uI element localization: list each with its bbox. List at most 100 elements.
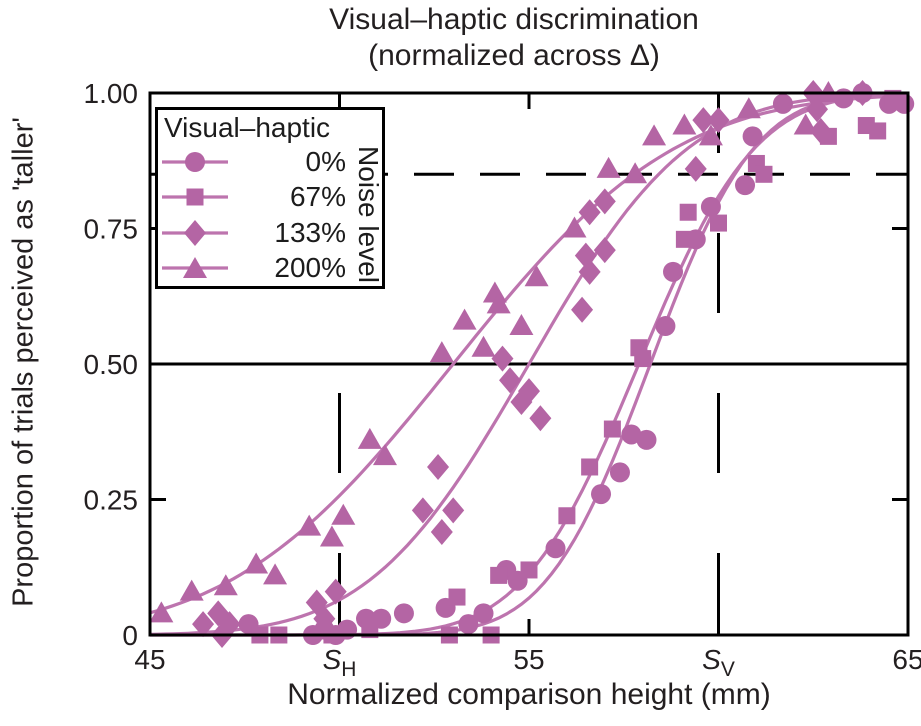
data-point-circle [742, 126, 763, 147]
square-marker-icon [162, 188, 228, 206]
data-point-diamond [809, 117, 832, 144]
legend-entry-0%: 0% [158, 144, 348, 180]
data-point-triangle [357, 427, 382, 449]
data-point-circle [393, 603, 414, 624]
data-point-triangle [793, 113, 818, 135]
data-point-diamond [593, 237, 616, 264]
data-point-diamond [707, 107, 730, 134]
data-point-triangle [623, 162, 648, 184]
data-point-circle [621, 424, 642, 445]
x-tick-label-65: 65 [892, 644, 921, 675]
legend-entry-200%: 200% [158, 251, 348, 287]
data-point-diamond [324, 578, 347, 605]
data-point-circle [545, 538, 566, 559]
data-point-square [710, 214, 727, 232]
data-point-triangle [372, 444, 397, 466]
data-point-triangle [698, 124, 723, 146]
data-point-square [520, 561, 538, 579]
data-point-circle [458, 614, 479, 635]
data-point-diamond [192, 611, 215, 638]
data-point-diamond [578, 199, 601, 226]
data-point-square [448, 588, 466, 606]
legend-entries: 0% 67% 133% 200% [158, 144, 348, 286]
data-point-triangle [331, 503, 356, 525]
data-point-diamond [571, 296, 594, 323]
data-point-diamond [411, 497, 434, 524]
data-point-circle [663, 261, 684, 282]
y-tick-label-0: 0 [122, 620, 138, 651]
data-point-triangle [263, 563, 288, 585]
data-point-diamond [593, 188, 616, 215]
data-point-square [679, 203, 697, 221]
x-axis-label: Normalized comparison height (mm) [287, 678, 771, 711]
data-point-circle [772, 93, 793, 114]
legend-entry-67%: 67% [158, 180, 348, 216]
legend: Visual–haptic 0% 67% 133% 200% Noise level [155, 107, 385, 289]
data-point-diamond [442, 497, 465, 524]
data-point-triangle [179, 579, 204, 601]
data-point-square [869, 122, 887, 140]
data-point-triangle [297, 514, 322, 536]
data-point-triangle [149, 601, 174, 623]
data-point-circle [700, 196, 721, 217]
x-tick-label-55: 55 [513, 644, 544, 675]
data-point-square [755, 165, 773, 183]
data-point-diamond [518, 378, 540, 405]
legend-entry-label: 200% [274, 252, 346, 284]
triangle-marker-icon [162, 257, 228, 279]
chart-title-line2: (normalized across Δ) [368, 39, 660, 72]
data-point-circle [591, 484, 612, 505]
data-point-triangle [486, 292, 511, 314]
y-tick-label-0.75: 0.75 [84, 214, 139, 245]
data-point-square [581, 458, 599, 476]
diamond-marker-icon [162, 219, 228, 246]
data-point-circle [735, 175, 756, 196]
y-tick-label-0.25: 0.25 [84, 485, 139, 516]
data-point-circle [609, 462, 630, 483]
data-point-triangle [429, 341, 454, 363]
data-point-circle [655, 316, 676, 337]
chart-title: Visual–haptic discrimination (normalized… [104, 2, 921, 74]
chart-title-line1: Visual–haptic discrimination [329, 3, 699, 36]
data-point-diamond [692, 107, 715, 134]
data-point-diamond [491, 345, 514, 372]
data-point-circle [636, 429, 657, 450]
data-point-triangle [509, 314, 534, 336]
data-point-triangle [524, 265, 549, 287]
data-point-circle [473, 603, 494, 624]
legend-title: Visual–haptic [164, 112, 331, 143]
legend-entry-label: 0% [305, 145, 346, 177]
y-axis-label: Proportion of trials perceived as 'talle… [7, 117, 40, 607]
legend-entry-133%: 133% [158, 215, 348, 251]
data-point-square [490, 566, 508, 584]
data-point-diamond [499, 367, 522, 394]
x-tick-label-SH: SH [323, 644, 357, 681]
data-point-triangle [672, 113, 697, 135]
y-tick-label-1.00: 1.00 [84, 78, 139, 109]
data-point-diamond [806, 96, 829, 123]
data-point-triangle [596, 156, 621, 178]
legend-entry-label: 67% [289, 181, 346, 213]
data-point-diamond [218, 611, 241, 638]
legend-side-label: Noise level [353, 146, 384, 283]
data-point-diamond [684, 155, 707, 182]
data-point-triangle [642, 124, 667, 146]
x-tick-label-SV: SV [702, 644, 735, 681]
data-point-triangle [244, 552, 269, 574]
x-tick-label-45: 45 [134, 644, 165, 675]
data-point-diamond [313, 605, 336, 632]
data-point-triangle [562, 216, 587, 238]
data-point-square [603, 420, 621, 438]
y-tick-label-0.50: 0.50 [84, 349, 139, 380]
data-point-diamond [430, 519, 453, 546]
data-point-square [675, 230, 693, 248]
data-point-triangle [471, 335, 496, 357]
data-point-triangle [452, 308, 477, 330]
plot-frame [148, 91, 910, 637]
data-point-triangle [736, 97, 761, 119]
data-point-square [558, 507, 576, 525]
data-point-diamond [529, 405, 552, 432]
data-point-diamond [578, 258, 601, 285]
